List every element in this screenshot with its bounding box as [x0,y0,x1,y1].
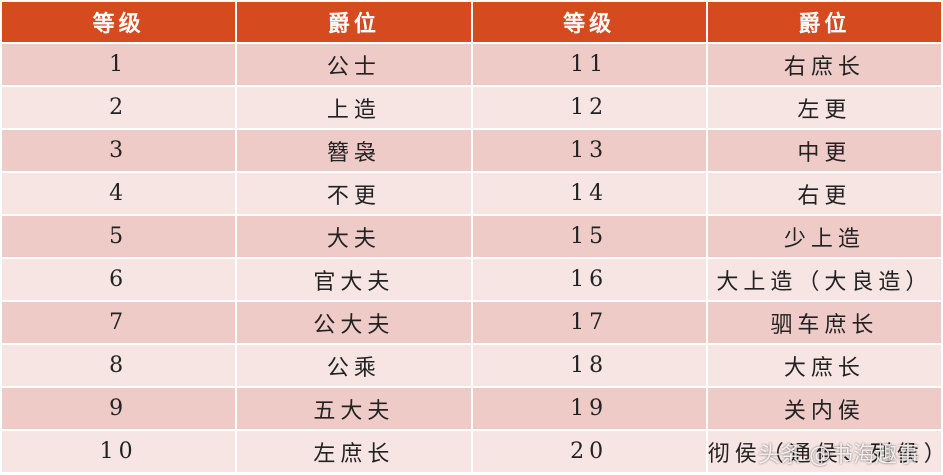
header-cell: 爵位 [705,0,943,44]
table-body: 1 公士 11 右庶长 2 上造 12 左更 3 簪袅 13 中更 4 不更 14 右更 5 大夫 15 少上造 6 官大… [0,42,943,474]
title-cell: 右更 [705,171,943,216]
rank-cell: 4 [0,171,238,216]
title-cell: 官大夫 [235,257,473,302]
title-cell: 公士 [235,42,473,87]
rank-cell: 11 [470,42,708,87]
table-row: 5 大夫 15 少上造 [0,214,943,259]
title-cell: 公乘 [235,343,473,388]
rank-cell: 9 [0,386,238,431]
title-cell: 左庶长 [235,429,473,474]
table-row: 8 公乘 18 大庶长 [0,343,943,388]
rank-cell: 3 [0,128,238,173]
title-cell: 大庶长 [705,343,943,388]
title-cell: 驷车庶长 [705,300,943,345]
rank-cell: 13 [470,128,708,173]
title-cell: 左更 [705,85,943,130]
rank-cell: 8 [0,343,238,388]
title-cell: 彻侯（通侯、列侯） [705,429,943,474]
table-row: 4 不更 14 右更 [0,171,943,216]
rank-cell: 14 [470,171,708,216]
table-row: 1 公士 11 右庶长 [0,42,943,87]
title-cell: 上造 [235,85,473,130]
rank-cell: 10 [0,429,238,474]
title-cell: 少上造 [705,214,943,259]
title-cell: 关内侯 [705,386,943,431]
title-cell: 五大夫 [235,386,473,431]
header-cell: 爵位 [235,0,473,44]
title-cell: 大上造（大良造） [705,257,943,302]
table-row: 3 簪袅 13 中更 [0,128,943,173]
header-cell: 等级 [470,0,708,44]
header-cell: 等级 [0,0,238,44]
title-cell: 不更 [235,171,473,216]
rank-cell: 18 [470,343,708,388]
table-row: 10 左庶长 20 彻侯（通侯、列侯） [0,429,943,474]
title-cell: 中更 [705,128,943,173]
rank-cell: 15 [470,214,708,259]
rank-cell: 6 [0,257,238,302]
table-row: 7 公大夫 17 驷车庶长 [0,300,943,345]
title-cell: 公大夫 [235,300,473,345]
watermark: 头条 @书海趣事 [758,443,919,468]
title-cell: 大夫 [235,214,473,259]
title-cell: 右庶长 [705,42,943,87]
rank-cell: 2 [0,85,238,130]
rank-cell: 7 [0,300,238,345]
rank-cell: 19 [470,386,708,431]
rank-cell: 16 [470,257,708,302]
rank-cell: 5 [0,214,238,259]
rank-cell: 12 [470,85,708,130]
header-row: 等级 爵位 等级 爵位 [0,0,943,44]
table-row: 6 官大夫 16 大上造（大良造） [0,257,943,302]
rank-cell: 1 [0,42,238,87]
table-row: 9 五大夫 19 关内侯 [0,386,943,431]
title-cell: 簪袅 [235,128,473,173]
rank-cell: 17 [470,300,708,345]
rank-cell: 20 [470,429,708,474]
table-row: 2 上造 12 左更 [0,85,943,130]
